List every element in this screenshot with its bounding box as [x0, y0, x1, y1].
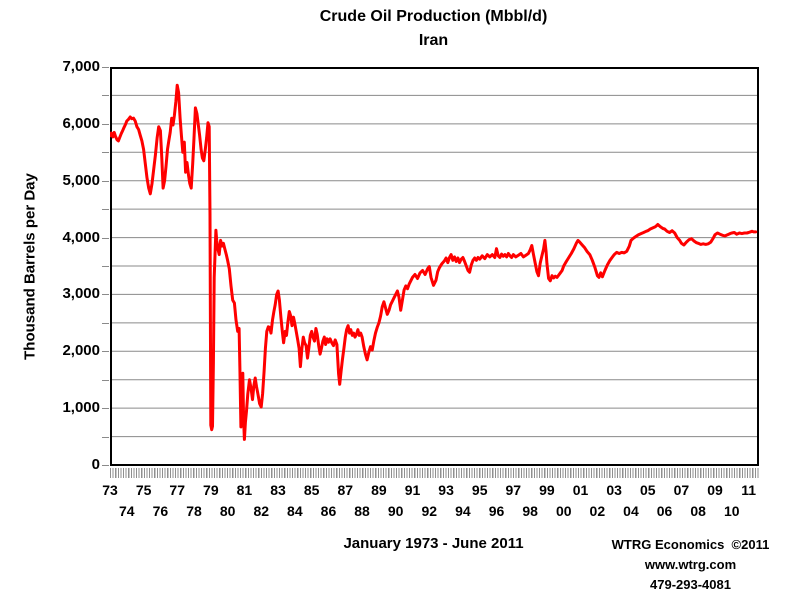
- x-tick-label: 78: [186, 503, 202, 519]
- x-tick-label: 86: [320, 503, 337, 519]
- credit-phone: 479-293-4081: [650, 577, 731, 592]
- x-tick-label: 74: [119, 503, 135, 519]
- x-tick-label: 98: [522, 503, 538, 519]
- x-tick-label: 00: [555, 503, 572, 519]
- y-axis-tick: [102, 123, 109, 125]
- credit-company: WTRG Economics ©2011: [611, 537, 770, 552]
- y-axis-title: Thousand Barrels per Day: [21, 173, 39, 360]
- chart-subtitle: Iran: [418, 32, 449, 49]
- y-axis-tick: [102, 408, 109, 410]
- x-tick-label: 07: [673, 482, 690, 498]
- x-tick-label: 87: [337, 482, 354, 498]
- x-tick-label: 75: [135, 482, 152, 498]
- y-axis-tick: [102, 322, 109, 324]
- x-tick-label: 96: [488, 503, 505, 519]
- y-tick-label: 0: [91, 456, 100, 473]
- y-axis-tick: [102, 266, 109, 267]
- x-tick-label: 77: [169, 482, 185, 498]
- x-tick-label: 06: [656, 503, 673, 519]
- month-tick-band: [110, 468, 759, 478]
- x-tick-label: 85: [303, 482, 320, 498]
- credit-website: www.wtrg.com: [644, 557, 737, 572]
- y-tick-label: 2,000: [62, 342, 100, 360]
- y-axis-tick: [102, 152, 109, 154]
- plot-area: [110, 67, 759, 466]
- date-range-label: January 1973 - June 2011: [343, 535, 524, 552]
- x-tick-label: 76: [152, 503, 169, 519]
- y-tick-label: 6,000: [62, 114, 100, 132]
- x-tick-label: 10: [723, 503, 740, 519]
- x-tick-label: 97: [505, 482, 522, 498]
- x-tick-label: 94: [455, 503, 471, 519]
- x-tick-label: 83: [270, 482, 286, 498]
- x-tick-label: 84: [287, 503, 303, 519]
- x-tick-label: 73: [102, 482, 118, 498]
- y-axis-tick: [102, 67, 109, 68]
- y-axis-tick: [102, 95, 109, 97]
- y-tick-label: 5,000: [62, 171, 100, 189]
- x-tick-label: 04: [623, 503, 639, 519]
- x-tick-label: 93: [438, 482, 454, 498]
- x-tick-label: 02: [589, 503, 606, 519]
- y-axis-tick: [102, 351, 109, 353]
- chart-title: Crude Oil Production (Mbbl/d): [319, 8, 548, 25]
- y-axis-tick: [102, 294, 109, 296]
- x-tick-label: 89: [371, 482, 387, 498]
- x-tick-label: 81: [236, 482, 253, 498]
- y-axis-tick: [102, 237, 109, 239]
- x-tick-label: 09: [707, 482, 723, 498]
- y-axis-tick: [102, 465, 109, 466]
- production-line: [110, 83, 758, 441]
- x-tick-label: 99: [539, 482, 555, 498]
- x-tick-label: 88: [354, 503, 370, 519]
- plot-frame: [110, 67, 759, 466]
- x-tick-label: 95: [471, 482, 488, 498]
- x-tick-label: 05: [639, 482, 656, 498]
- credit-block: WTRG Economics ©2011 www.wtrg.com 479-29…: [583, 535, 798, 595]
- y-axis-tick: [102, 209, 109, 211]
- y-tick-label: 7,000: [62, 58, 100, 75]
- y-axis-tick: [102, 180, 109, 182]
- x-tick-label: 03: [606, 482, 622, 498]
- x-tick-label: 92: [421, 503, 438, 519]
- x-tick-label: 82: [253, 503, 270, 519]
- x-tick-label: 80: [219, 503, 236, 519]
- y-tick-label: 4,000: [62, 228, 100, 246]
- x-tick-label: 08: [690, 503, 706, 519]
- x-tick-label: 01: [572, 482, 589, 498]
- x-tick-label: 79: [203, 482, 219, 498]
- x-tick-label: 90: [387, 503, 404, 519]
- y-axis-tick: [102, 436, 109, 438]
- x-tick-label: 91: [404, 482, 421, 498]
- x-tick-label: 11: [741, 482, 756, 498]
- y-tick-label: 1,000: [62, 399, 100, 417]
- y-tick-label: 3,000: [62, 285, 100, 303]
- y-axis-tick: [102, 379, 109, 381]
